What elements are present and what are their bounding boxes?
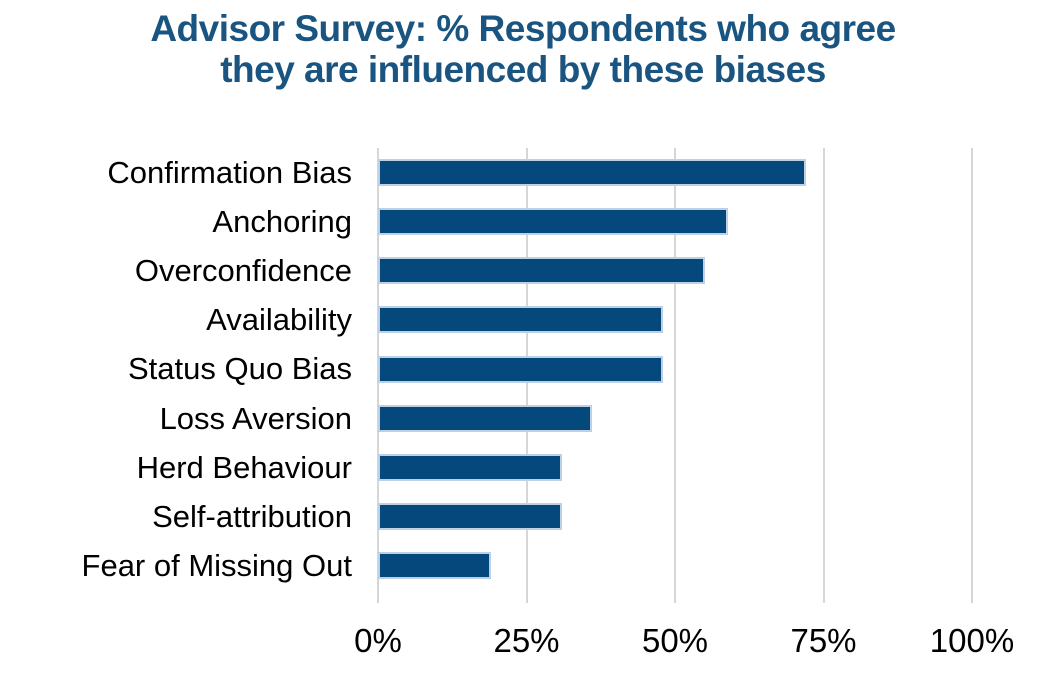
category-label-7: Self-attribution: [152, 498, 352, 534]
gridline-50: [674, 148, 676, 603]
gridline-75: [822, 148, 825, 603]
category-label-3: Availability: [206, 302, 352, 338]
category-label-6: Herd Behaviour: [136, 449, 352, 485]
category-label-8: Fear of Missing Out: [81, 547, 352, 583]
x-tick-label-75: 75%: [790, 622, 857, 659]
bar-4: [378, 355, 664, 383]
bar-3: [378, 306, 664, 334]
gridline-100: [971, 148, 973, 603]
x-tick-label-50: 50%: [641, 622, 709, 659]
x-tick-label-0: 0%: [354, 622, 402, 659]
bar-1: [378, 208, 729, 236]
bar-8: [378, 551, 491, 579]
category-label-0: Confirmation Bias: [107, 155, 352, 190]
bar-7: [378, 502, 563, 530]
category-label-4: Status Quo Bias: [127, 351, 352, 387]
x-tick-label-100: 100%: [929, 622, 1015, 659]
bar-6: [378, 453, 563, 481]
bar-2: [378, 257, 705, 285]
category-label-2: Overconfidence: [134, 253, 352, 289]
bar-5: [378, 404, 592, 432]
x-tick-label-25: 25%: [493, 622, 560, 659]
chart-title-line2: they are influenced by these biases: [220, 49, 826, 91]
chart-title: Advisor Survey: % Respondents who agree …: [0, 8, 1046, 91]
category-label-1: Anchoring: [212, 204, 352, 240]
bar-0: [378, 159, 806, 187]
category-label-5: Loss Aversion: [159, 400, 352, 436]
chart-title-line1: Advisor Survey: % Respondents who agree: [150, 8, 896, 49]
